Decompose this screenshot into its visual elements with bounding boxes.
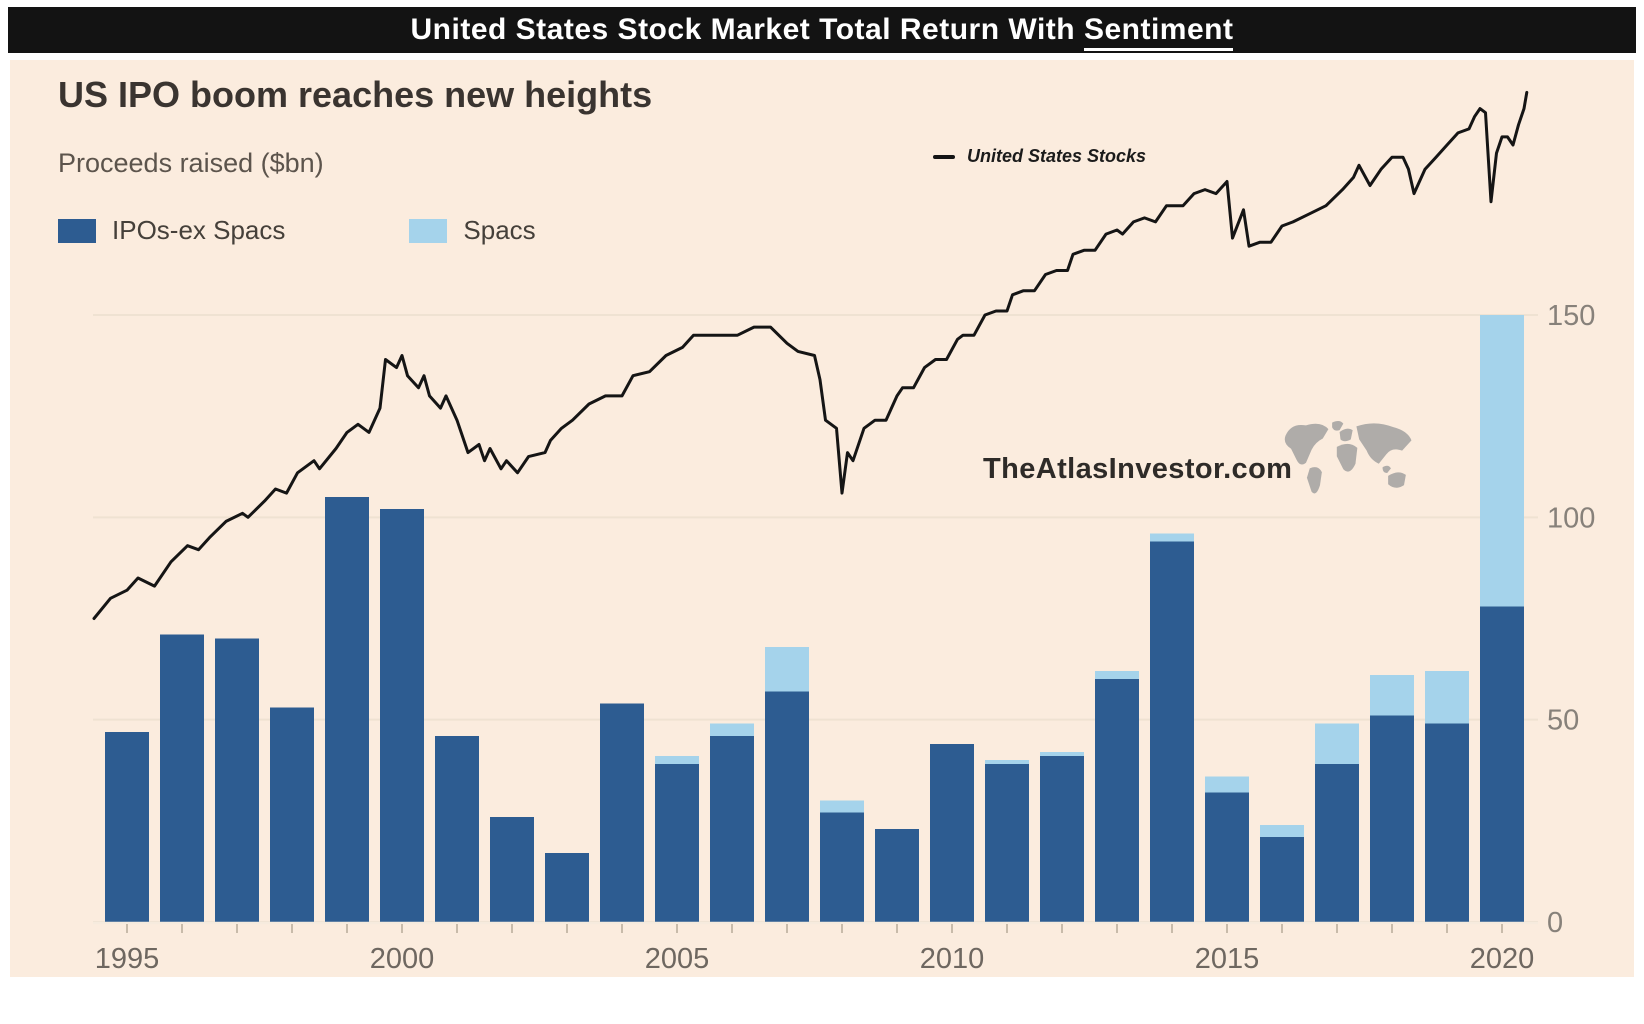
spacs-swatch-icon [409,218,448,243]
bar-spacs-2006 [710,723,754,736]
header-bar: United States Stock Market Total Return … [8,7,1636,53]
watermark-text: TheAtlasInvestor.com [983,453,1293,485]
y-axis-label-0: 0 [1547,907,1563,939]
spacs-legend-item: Spacs [409,215,536,246]
chart-title: US IPO boom reaches new heights [58,74,653,115]
bar-ipos-2005 [655,764,699,922]
y-axis-label-50: 50 [1547,705,1579,737]
bar-ipos-1997 [215,638,259,922]
page-title: United States Stock Market Total Return … [410,13,1234,51]
ipos-ex-spacs-swatch-icon [58,218,96,243]
bar-spacs-2019 [1425,671,1469,724]
bar-ipos-2006 [710,735,754,922]
bar-ipos-1998 [270,707,314,922]
world-map-icon [1284,420,1412,494]
bar-ipos-2010 [930,743,974,922]
bar-spacs-2013 [1095,671,1139,680]
bar-ipos-1995 [105,731,149,922]
bar-spacs-2008 [820,800,864,813]
bar-ipos-2016 [1260,837,1304,922]
bar-spacs-2012 [1040,752,1084,757]
bar-spacs-2018 [1370,675,1414,716]
ipo-bar-line-chart: 1995 2000 2005 2010 2015 2020 0 50 100 150 [92,90,1595,975]
bar-spacs-2016 [1260,824,1304,838]
line-series-dash-icon [933,154,955,159]
x-axis-label-2020: 2020 [1470,943,1535,975]
bar-ipos-2011 [985,764,1029,922]
page-title-underlined-word: Sentiment [1083,13,1234,51]
bar-spacs-2007 [765,646,809,692]
bar-ipos-2012 [1040,756,1084,922]
bar-spacs-2011 [985,760,1029,765]
bar-ipos-2018 [1370,715,1414,922]
x-axis-label-2000: 2000 [370,943,435,975]
bar-ipos-1999 [325,497,369,922]
bar-ipos-2017 [1315,764,1359,922]
bar-ipos-2001 [435,735,479,922]
x-axis-label-2010: 2010 [920,943,985,975]
bar-ipos-2009 [875,828,919,922]
bar-ipos-2019 [1425,723,1469,922]
bar-spacs-2005 [655,756,699,765]
x-axis-label-2015: 2015 [1195,943,1260,975]
bar-ipos-2013 [1095,679,1139,922]
chart-subtitle: Proceeds raised ($bn) [58,148,324,178]
bar-spacs-2017 [1315,723,1359,765]
bar-spacs-2014 [1150,533,1194,542]
bar-ipos-2000 [380,509,424,922]
bar-ipos-2002 [490,816,534,922]
bar-ipos-2008 [820,812,864,922]
bar-ipos-2004 [600,703,644,922]
x-axis-label-2005: 2005 [645,943,710,975]
bar-ipos-1996 [160,634,204,922]
bar-ipos-2007 [765,691,809,922]
line-legend: United States Stocks [933,146,1146,167]
bar-ipos-2015 [1205,792,1249,922]
bar-spacs-2020 [1480,315,1524,607]
spacs-label: Spacs [463,215,536,245]
us-stocks-line [92,90,1529,620]
y-axis-label-100: 100 [1547,502,1595,534]
bar-ipos-2014 [1150,541,1194,922]
page-title-text: United States Stock Market Total Return … [410,13,1084,46]
ipos-ex-spacs-label: IPOs-ex Spacs [112,215,286,245]
bar-ipos-2020 [1480,606,1524,922]
bar-ipos-2003 [545,853,589,922]
chart-panel: 1995 2000 2005 2010 2015 2020 0 50 100 150 US IPO… [10,60,1634,977]
bar-spacs-2015 [1205,776,1249,793]
y-axis-label-150: 150 [1547,300,1595,332]
line-series-label: United States Stocks [967,146,1147,166]
bar-legend: IPOs-ex Spacs Spacs [58,215,536,246]
x-axis-label-1995: 1995 [95,943,160,975]
